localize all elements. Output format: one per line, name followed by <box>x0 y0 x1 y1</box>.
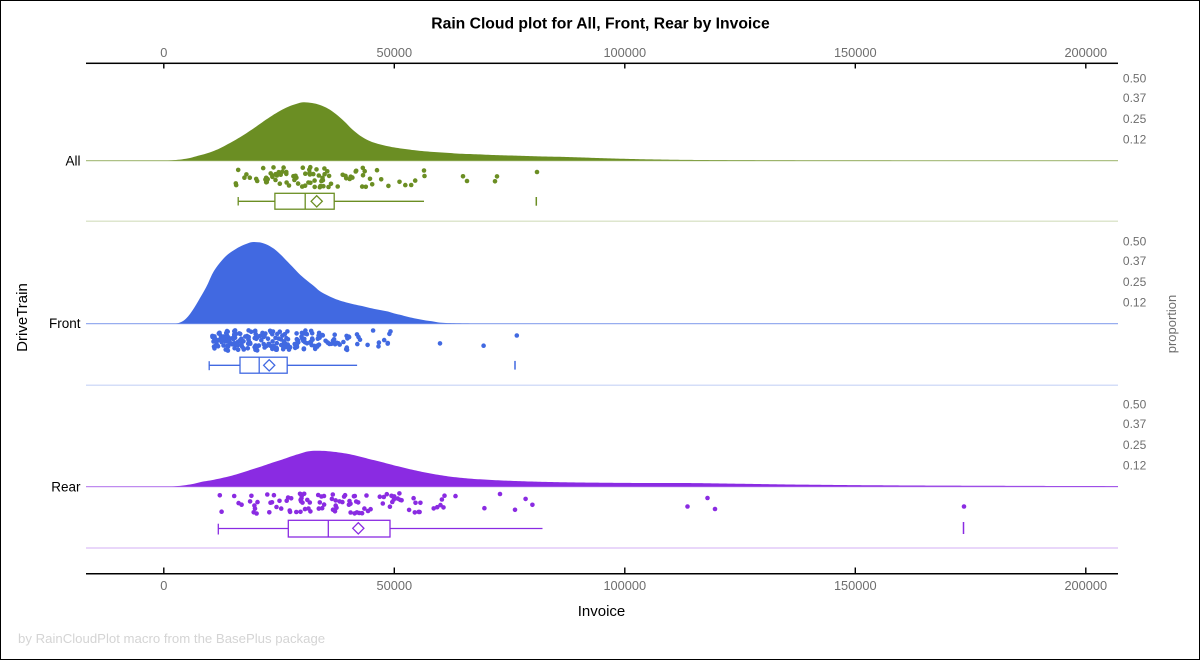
svg-text:All: All <box>65 153 80 168</box>
svg-text:Rain Cloud plot for All, Front: Rain Cloud plot for All, Front, Rear by … <box>431 15 770 32</box>
svg-text:100000: 100000 <box>603 578 646 593</box>
svg-text:by RainCloudPlot macro from th: by RainCloudPlot macro from the BasePlus… <box>18 631 325 646</box>
svg-text:150000: 150000 <box>834 45 877 60</box>
svg-text:0.37: 0.37 <box>1123 417 1147 431</box>
svg-text:Front: Front <box>49 316 81 331</box>
svg-text:DriveTrain: DriveTrain <box>14 283 31 352</box>
svg-text:200000: 200000 <box>1064 578 1107 593</box>
svg-text:proportion: proportion <box>1164 295 1179 354</box>
svg-text:0.50: 0.50 <box>1123 72 1147 86</box>
svg-text:Rear: Rear <box>51 479 81 494</box>
svg-text:0.12: 0.12 <box>1123 296 1147 310</box>
svg-text:0.37: 0.37 <box>1123 91 1147 105</box>
svg-text:100000: 100000 <box>603 45 646 60</box>
svg-text:150000: 150000 <box>834 578 877 593</box>
svg-text:0.25: 0.25 <box>1123 112 1147 126</box>
svg-text:0.25: 0.25 <box>1123 275 1147 289</box>
svg-text:0.12: 0.12 <box>1123 459 1147 473</box>
svg-text:50000: 50000 <box>377 578 413 593</box>
svg-text:0: 0 <box>160 578 167 593</box>
svg-text:200000: 200000 <box>1064 45 1107 60</box>
svg-text:0.12: 0.12 <box>1123 133 1147 147</box>
svg-text:0.50: 0.50 <box>1123 235 1147 249</box>
svg-text:0.37: 0.37 <box>1123 254 1147 268</box>
svg-text:0: 0 <box>160 45 167 60</box>
svg-text:Invoice: Invoice <box>578 603 626 620</box>
svg-text:0.25: 0.25 <box>1123 438 1147 452</box>
svg-text:0.50: 0.50 <box>1123 398 1147 412</box>
svg-text:50000: 50000 <box>377 45 413 60</box>
